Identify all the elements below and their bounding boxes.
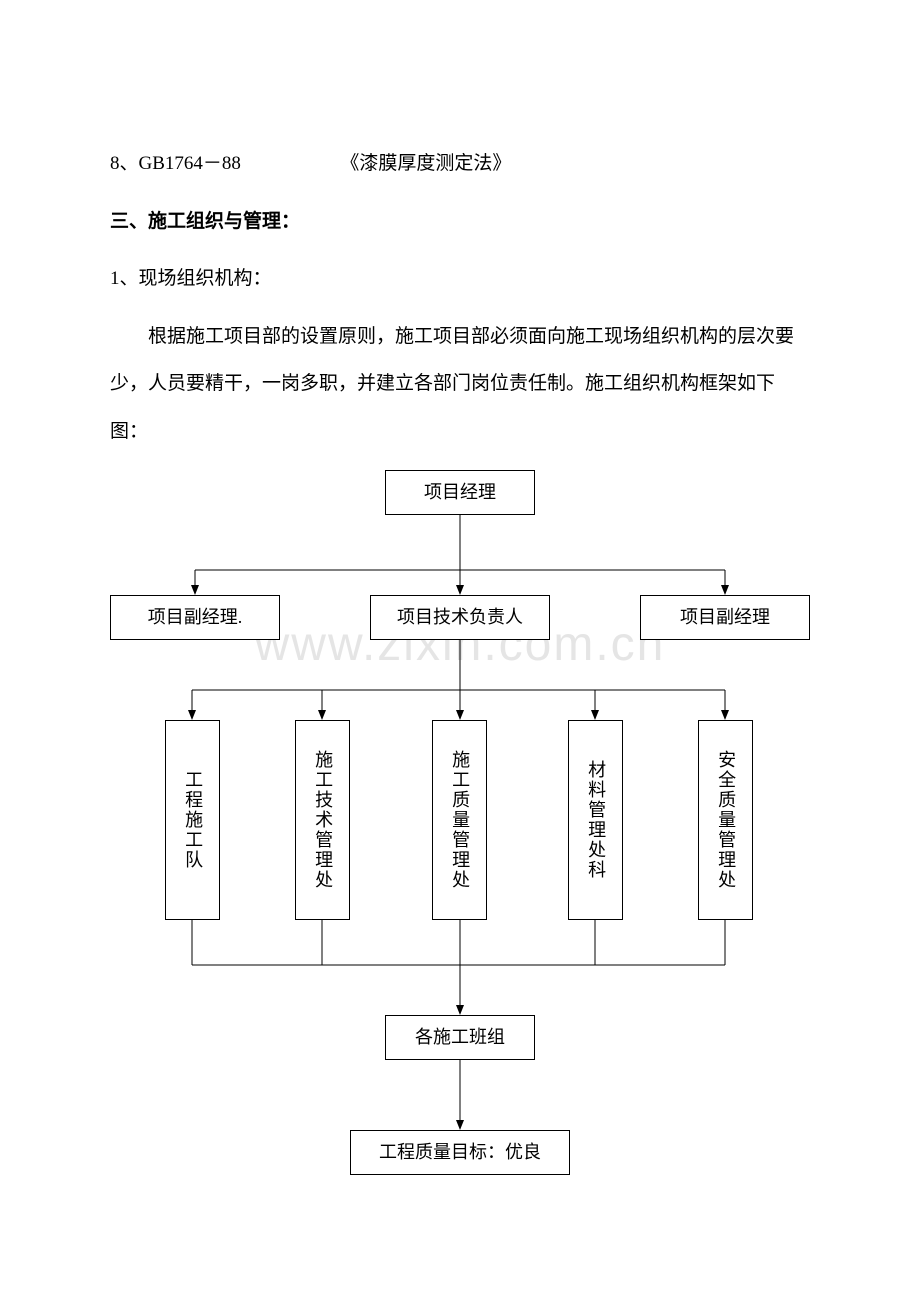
flowchart-node-n2: 项目副经理. (110, 595, 280, 640)
flowchart-node-n1: 项目经理 (385, 470, 535, 515)
flowchart-node-n6: 施工技术管理处 (295, 720, 350, 920)
org-flowchart: 项目经理项目副经理. 项目技术负责人 项目副经理工程施工队 施工技术管理处 施工质量管理… (110, 470, 810, 1190)
flowchart-node-n8: 材料管理处科 (568, 720, 623, 920)
flowchart-node-n11: 工程质量目标：优良 (350, 1130, 570, 1175)
reference-line: 8、GB1764－88 《漆膜厚度测定法》 (110, 140, 810, 188)
sub-heading: 1、现场组织机构： (110, 255, 810, 303)
flowchart-node-n10: 各施工班组 (385, 1015, 535, 1060)
reference-title: 《漆膜厚度测定法》 (340, 153, 511, 174)
reference-code: 8、GB1764－88 (110, 153, 241, 174)
page-content: 8、GB1764－88 《漆膜厚度测定法》 三、施工组织与管理： 1、现场组织机… (110, 140, 810, 1190)
flowchart-node-n3: 项目技术负责人 (370, 595, 550, 640)
section-heading: 三、施工组织与管理： (110, 198, 810, 246)
body-paragraph: 根据施工项目部的设置原则，施工项目部必须面向施工现场组织机构的层次要少，人员要精… (110, 313, 810, 456)
flowchart-node-n4: 项目副经理 (640, 595, 810, 640)
flowchart-node-n7: 施工质量管理处 (432, 720, 487, 920)
flowchart-node-n5: 工程施工队 (165, 720, 220, 920)
flowchart-node-n9: 安全质量管理处 (698, 720, 753, 920)
